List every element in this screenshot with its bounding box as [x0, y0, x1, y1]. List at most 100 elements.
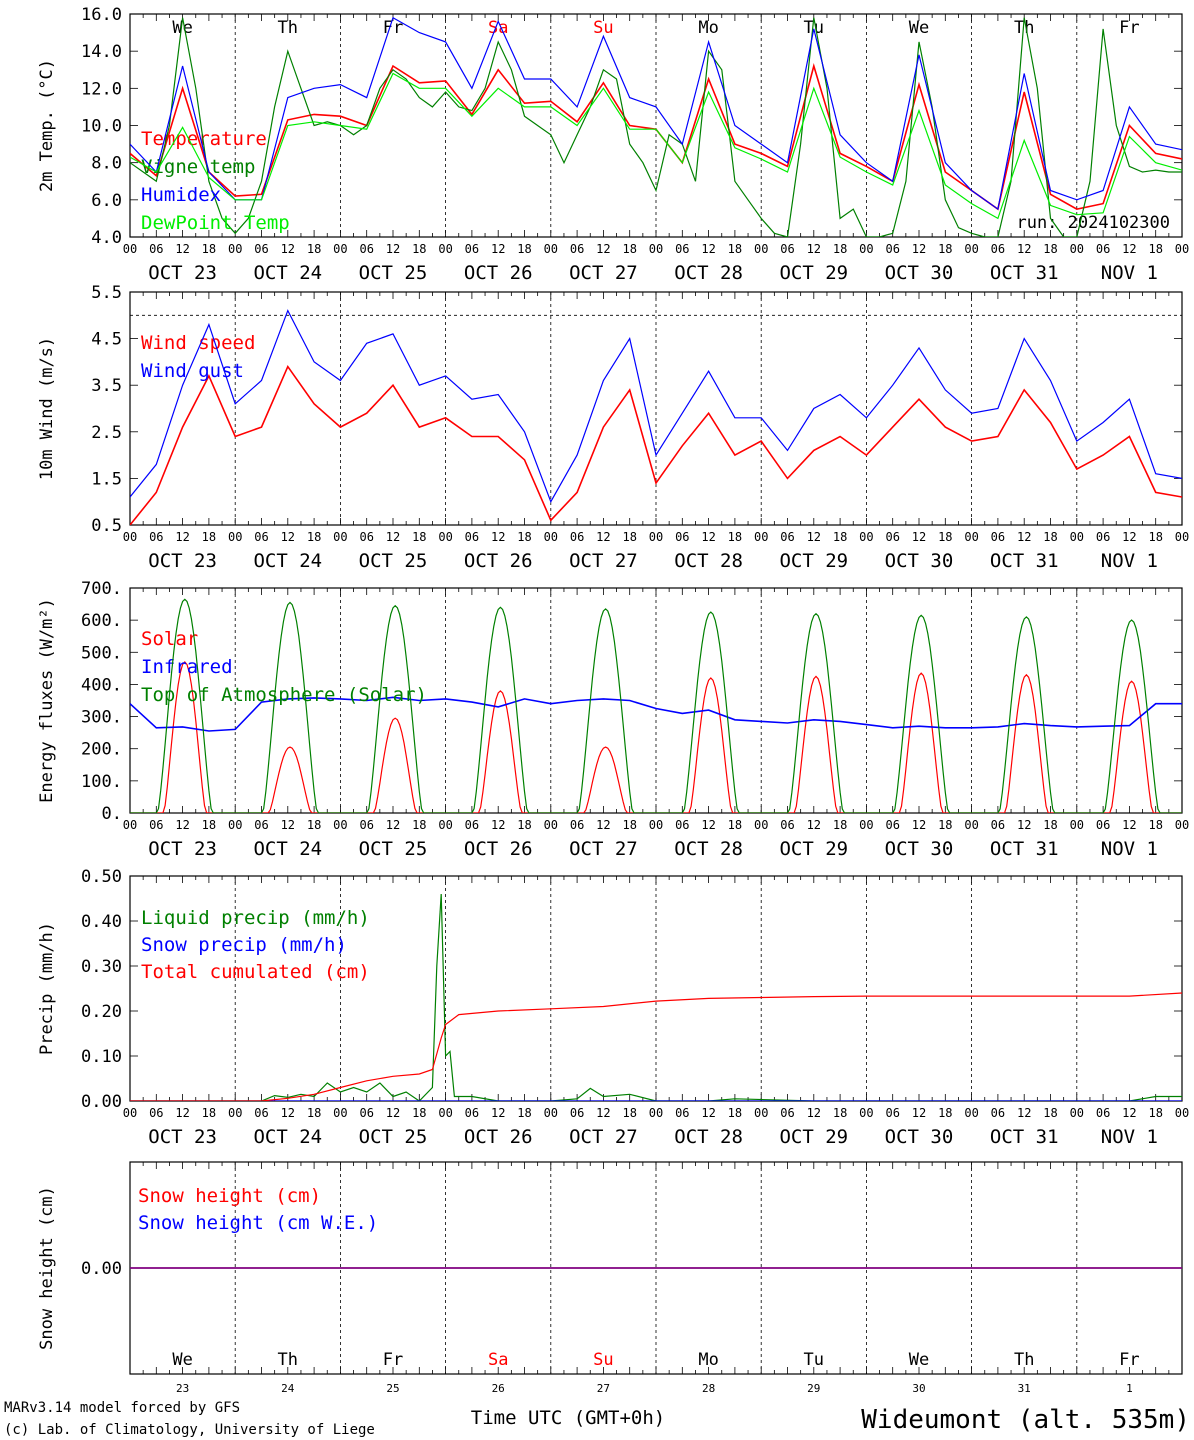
y-axis-label: 10m Wind (m/s) — [37, 337, 57, 480]
x-hour-label: 06 — [675, 530, 689, 544]
x-hour-label: 18 — [622, 818, 636, 832]
x-hour-label: 12 — [701, 530, 715, 544]
x-day-label: OCT 27 — [569, 550, 638, 572]
y-tick-label: 4.0 — [91, 228, 122, 248]
x-hour-label: 18 — [1043, 1106, 1057, 1120]
x-day-label: OCT 31 — [990, 838, 1059, 860]
x-hour-label: 18 — [412, 530, 426, 544]
x-hour-label: 00 — [859, 530, 873, 544]
weekday-label: Mo — [698, 18, 718, 38]
x-day-label: OCT 28 — [674, 838, 743, 860]
series-line-2 — [130, 309, 1182, 504]
x-hour-label: 00 — [333, 818, 347, 832]
series-line-2 — [130, 17, 1182, 237]
x-hour-label: 06 — [465, 242, 479, 256]
x-day-label: OCT 23 — [148, 838, 217, 860]
x-day-label: NOV 1 — [1101, 838, 1158, 860]
x-hour-label: 18 — [938, 242, 952, 256]
y-tick-label: 700. — [81, 579, 122, 599]
x-hour-label: 00 — [438, 242, 452, 256]
x-hour-label: 06 — [780, 530, 794, 544]
y-tick-label: 6.0 — [91, 191, 122, 211]
x-hour-label: 12 — [175, 1106, 189, 1120]
weekday-label: Fr — [1119, 18, 1139, 38]
x-hour-label: 18 — [517, 818, 531, 832]
x-day-label: NOV 1 — [1101, 1126, 1158, 1148]
y-tick-label: 600. — [81, 611, 122, 631]
x-day-label: OCT 28 — [674, 550, 743, 572]
x-hour-label: 00 — [1175, 530, 1189, 544]
weekday-label: Th — [1014, 1350, 1034, 1370]
x-hour-label: 12 — [807, 818, 821, 832]
x-hour-label: 00 — [859, 818, 873, 832]
x-hour-label: 18 — [728, 1106, 742, 1120]
x-hour-label: 06 — [885, 1106, 899, 1120]
x-day-label: OCT 27 — [569, 1126, 638, 1148]
series-line-1 — [130, 660, 1182, 813]
y-tick-label: 0.5 — [91, 516, 122, 536]
day-number-label: 30 — [912, 1382, 925, 1395]
x-hour-label: 00 — [1070, 530, 1084, 544]
x-hour-label: 18 — [833, 818, 847, 832]
x-hour-label: 12 — [912, 242, 926, 256]
weekday-label: We — [172, 18, 192, 38]
x-hour-label: 00 — [859, 242, 873, 256]
day-number-label: 26 — [492, 1382, 505, 1395]
x-hour-label: 06 — [359, 818, 373, 832]
x-hour-label: 06 — [254, 530, 268, 544]
y-tick-label: 100. — [81, 772, 122, 792]
chart-panel-1: 4.0 6.0 8.0 10.0 12.0 14.0 16.0 2m Temp. (°C) 00… — [37, 5, 1189, 284]
x-hour-label: 18 — [307, 818, 321, 832]
x-hour-label: 06 — [991, 242, 1005, 256]
series-line-3 — [130, 992, 1182, 1101]
x-hour-label: 12 — [1017, 530, 1031, 544]
weekday-label: Tu — [804, 1350, 824, 1370]
day-number-label: 29 — [807, 1382, 820, 1395]
x-hour-label: 00 — [123, 1106, 137, 1120]
x-hour-label: 12 — [491, 1106, 505, 1120]
x-hour-label: 06 — [675, 1106, 689, 1120]
x-hour-label: 18 — [622, 530, 636, 544]
x-hour-label: 12 — [281, 530, 295, 544]
x-hour-label: 12 — [1122, 1106, 1136, 1120]
x-hour-label: 12 — [386, 1106, 400, 1120]
y-tick-label: 14.0 — [81, 42, 122, 62]
x-hour-label: 00 — [964, 1106, 978, 1120]
y-tick-label: 300. — [81, 708, 122, 728]
legend-entry: Solar — [141, 628, 198, 650]
x-hour-label: 18 — [202, 818, 216, 832]
x-hour-label: 12 — [807, 1106, 821, 1120]
x-hour-label: 06 — [675, 242, 689, 256]
weekday-label: Fr — [383, 18, 403, 38]
x-hour-label: 00 — [123, 818, 137, 832]
x-hour-label: 18 — [622, 242, 636, 256]
x-hour-label: 00 — [123, 242, 137, 256]
x-hour-label: 12 — [807, 530, 821, 544]
x-hour-label: 18 — [728, 530, 742, 544]
x-hour-label: 12 — [175, 242, 189, 256]
y-tick-label: 400. — [81, 675, 122, 695]
x-hour-label: 18 — [1043, 818, 1057, 832]
y-tick-label: 0.00 — [81, 1259, 122, 1279]
x-hour-label: 06 — [885, 242, 899, 256]
x-hour-label: 12 — [912, 530, 926, 544]
x-hour-label: 12 — [596, 1106, 610, 1120]
x-hour-label: 06 — [1096, 530, 1110, 544]
series-line-1 — [130, 364, 1182, 525]
weekday-label: We — [909, 1350, 929, 1370]
y-tick-label: 12.0 — [81, 79, 122, 99]
x-hour-label: 06 — [570, 818, 584, 832]
weekday-label: Th — [278, 1350, 298, 1370]
day-number-label: 28 — [702, 1382, 715, 1395]
x-hour-label: 18 — [728, 818, 742, 832]
x-day-label: OCT 28 — [674, 262, 743, 284]
x-hour-label: 06 — [465, 1106, 479, 1120]
legend-entry: Humidex — [141, 184, 221, 206]
day-number-label: 31 — [1018, 1382, 1031, 1395]
legend-entry: Snow height (cm) — [138, 1185, 321, 1207]
x-hour-label: 12 — [491, 530, 505, 544]
x-hour-label: 12 — [491, 818, 505, 832]
x-hour-label: 00 — [228, 818, 242, 832]
y-tick-label: 0.10 — [81, 1047, 122, 1067]
x-hour-label: 18 — [1148, 1106, 1162, 1120]
